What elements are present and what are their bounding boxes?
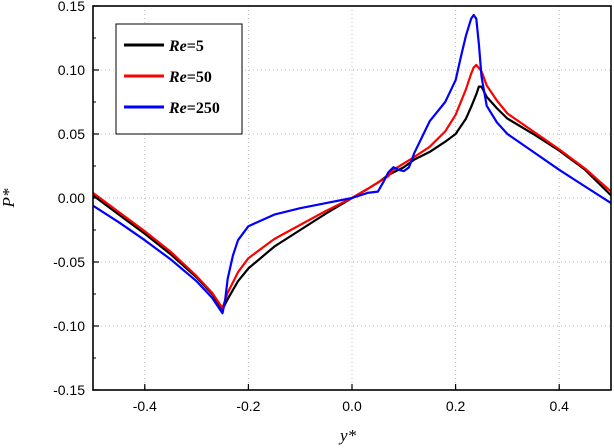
y-tick-label: 0.15 (58, 0, 85, 14)
y-axis-title: P* (0, 188, 18, 208)
legend-label-3: Re=250 (168, 100, 220, 117)
legend-label-1: Re=5 (168, 38, 204, 55)
x-axis-title: y* (338, 426, 357, 445)
x-tick-label: -0.2 (236, 398, 260, 414)
y-tick-label: -0.10 (53, 318, 85, 334)
series-lines (92, 13, 612, 315)
axis-ticks: -0.4 -0.2 0.0 0.2 0.4 -0.15 -0.10 -0.05 0.00 0.05… (53, 0, 569, 414)
x-tick-label: 0.2 (446, 398, 466, 414)
x-tick-label: 0.4 (549, 398, 569, 414)
legend-label-2: Re=50 (168, 69, 212, 86)
legend-box (115, 23, 243, 135)
series-line-2 (92, 63, 612, 310)
y-tick-label: 0.00 (58, 190, 85, 206)
x-tick-label: -0.4 (133, 398, 157, 414)
legend: Re=5 Re=50 Re=250 (115, 23, 243, 135)
series-line-3 (92, 13, 612, 315)
y-tick-label: -0.15 (53, 382, 85, 398)
y-tick-label: 0.10 (58, 62, 85, 78)
y-tick-label: 0.05 (58, 126, 85, 142)
x-tick-label: 0.0 (342, 398, 362, 414)
y-tick-label: -0.05 (53, 254, 85, 270)
